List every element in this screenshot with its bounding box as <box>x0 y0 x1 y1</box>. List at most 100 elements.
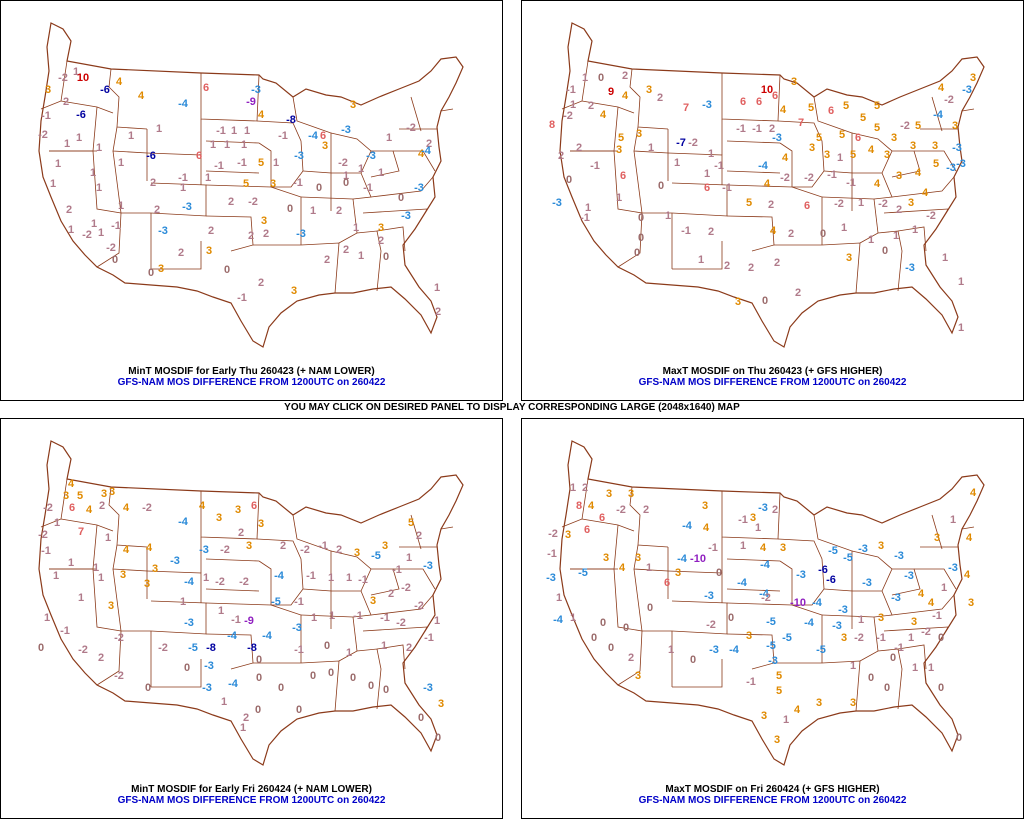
value-label: 4 <box>915 167 922 179</box>
state-border-line <box>376 644 406 670</box>
value-label: -3 <box>546 572 556 584</box>
value-label: 4 <box>918 588 925 600</box>
value-label: 6 <box>855 132 861 144</box>
map-mint-thu: 3-2 110-62-6-1-21 144-46 -3-94 -83-4 6 -3111-6… <box>38 22 464 348</box>
panel-maxt-thu[interactable]: -1 0 2 1 9 4 3 2 -3 7 10 6 3 6 6 4 1 -2 8 2 4 7 5 6 5 5 5 5 -2 -4 -2 3-… <box>521 0 1024 401</box>
value-label: 1 <box>386 132 392 144</box>
state-border-line <box>92 568 122 632</box>
state-border-line <box>424 208 428 214</box>
value-label: -6 <box>100 84 110 96</box>
value-label: 6 <box>756 96 762 108</box>
value-label: 5 <box>816 132 822 144</box>
value-label: 5 <box>915 120 921 132</box>
value-label: -3 <box>904 570 914 582</box>
value-label: 3 <box>934 532 940 544</box>
state-border-line <box>897 226 927 252</box>
state-border-line <box>813 514 853 591</box>
panel-mint-fri[interactable]: 4 3 5 6 3 3 4 2 4 -2 -4 4 3 3 6 3 2 -2 -2 1 7 1 -1 1 1 4 4 -3 -3 -2 3-… <box>0 418 503 819</box>
state-border-line <box>256 538 304 606</box>
state-border-line <box>617 630 643 686</box>
value-label: 4 <box>619 562 626 574</box>
value-label: -3 <box>199 544 209 556</box>
state-border-line <box>931 514 943 550</box>
value-label: 0 <box>566 174 572 186</box>
value-label: 1 <box>912 662 918 674</box>
value-label: 3 <box>891 132 897 144</box>
value-label: 2 <box>263 228 269 240</box>
value-label: 1 <box>328 572 334 584</box>
value-label: 0 <box>296 704 302 716</box>
state-border-line <box>205 215 254 252</box>
value-label: -4 <box>682 520 693 532</box>
value-label: 1 <box>665 210 671 222</box>
value-label: -3 <box>251 84 261 96</box>
value-label: 1 <box>358 250 364 262</box>
value-label: 4 <box>68 478 75 490</box>
value-label: -10 <box>690 553 706 565</box>
value-label: 3 <box>216 512 222 524</box>
value-label: -1 <box>216 125 226 137</box>
value-label: -2 <box>38 129 48 141</box>
value-label: 2 <box>66 204 72 216</box>
value-label: 5 <box>874 100 880 112</box>
value-label: -3 <box>184 617 194 629</box>
value-label: 1 <box>218 605 224 617</box>
value-label: 4 <box>600 109 607 121</box>
value-label: 1 <box>91 218 97 230</box>
value-label: 10 <box>77 72 89 84</box>
value-label: -1 <box>178 172 188 184</box>
value-label: -1 <box>380 612 390 624</box>
value-label: 1 <box>73 66 79 78</box>
value-label: -4 <box>729 644 740 656</box>
panel-maxt-fri[interactable]: 1 2 8 4 3 6 3 2 -2 -4 3 4 -1 3 -3 2 1 -2 3 6 -1 -5 3 4 3 1 -4 -10 -1… <box>521 418 1024 819</box>
value-label: -7 <box>676 137 686 149</box>
value-label: 6 <box>620 170 626 182</box>
coastline-border <box>38 22 464 348</box>
value-label: 4 <box>418 148 425 160</box>
value-label: -3 <box>832 620 842 632</box>
state-border-line <box>891 150 921 178</box>
state-border-line <box>370 150 400 178</box>
value-label: 6 <box>196 150 202 162</box>
value-label: 0 <box>324 640 330 652</box>
value-label: 1 <box>105 532 111 544</box>
value-label: 0 <box>184 662 190 674</box>
value-label: 2 <box>280 540 286 552</box>
state-border-line <box>300 614 354 618</box>
panel-subtitle: GFS-NAM MOS DIFFERENCE FROM 1200UTC on 2… <box>117 377 386 388</box>
value-label: -3 <box>202 682 212 694</box>
state-border-line <box>205 140 260 144</box>
value-label: -1 <box>294 644 304 656</box>
value-label: 0 <box>383 684 389 696</box>
state-border-line <box>205 558 260 562</box>
value-label: -3 <box>768 655 778 667</box>
value-label: 1 <box>434 615 440 627</box>
value-label: -5 <box>766 616 776 628</box>
value-label: 1 <box>434 282 440 294</box>
value-label: 0 <box>598 72 604 84</box>
value-label: -1 <box>41 545 51 557</box>
value-label: -1 <box>231 614 241 626</box>
value-label: 0 <box>256 654 262 666</box>
value-label: 3 <box>636 128 642 140</box>
value-label: 1 <box>78 592 84 604</box>
value-label: 3 <box>120 569 126 581</box>
value-label: -4 <box>933 109 944 121</box>
value-label: -1 <box>876 632 886 644</box>
value-label: 6 <box>584 524 590 536</box>
value-label: 2 <box>768 199 774 211</box>
panel-mint-thu[interactable]: 3 -2 1 10 -6 2 -6 -1 -2 1 1 4 4 -4 6 -3 -9 4 -8 3 -4 6 -3 1 1 1 -6… <box>0 0 503 401</box>
value-label: -3 <box>862 577 872 589</box>
value-label: 3 <box>144 578 150 590</box>
value-label: 3 <box>152 563 158 575</box>
value-label: 1 <box>958 322 964 334</box>
value-label: 5 <box>618 132 624 144</box>
value-label: -4 <box>737 577 748 589</box>
panel-subtitle: GFS-NAM MOS DIFFERENCE FROM 1200UTC on 2… <box>638 795 907 806</box>
value-label: 3 <box>322 140 328 152</box>
value-label: 3 <box>850 697 856 709</box>
panel-subtitle: GFS-NAM MOS DIFFERENCE FROM 1200UTC on 2… <box>638 377 907 388</box>
value-label: 4 <box>782 152 789 164</box>
value-label: -1 <box>752 123 762 135</box>
